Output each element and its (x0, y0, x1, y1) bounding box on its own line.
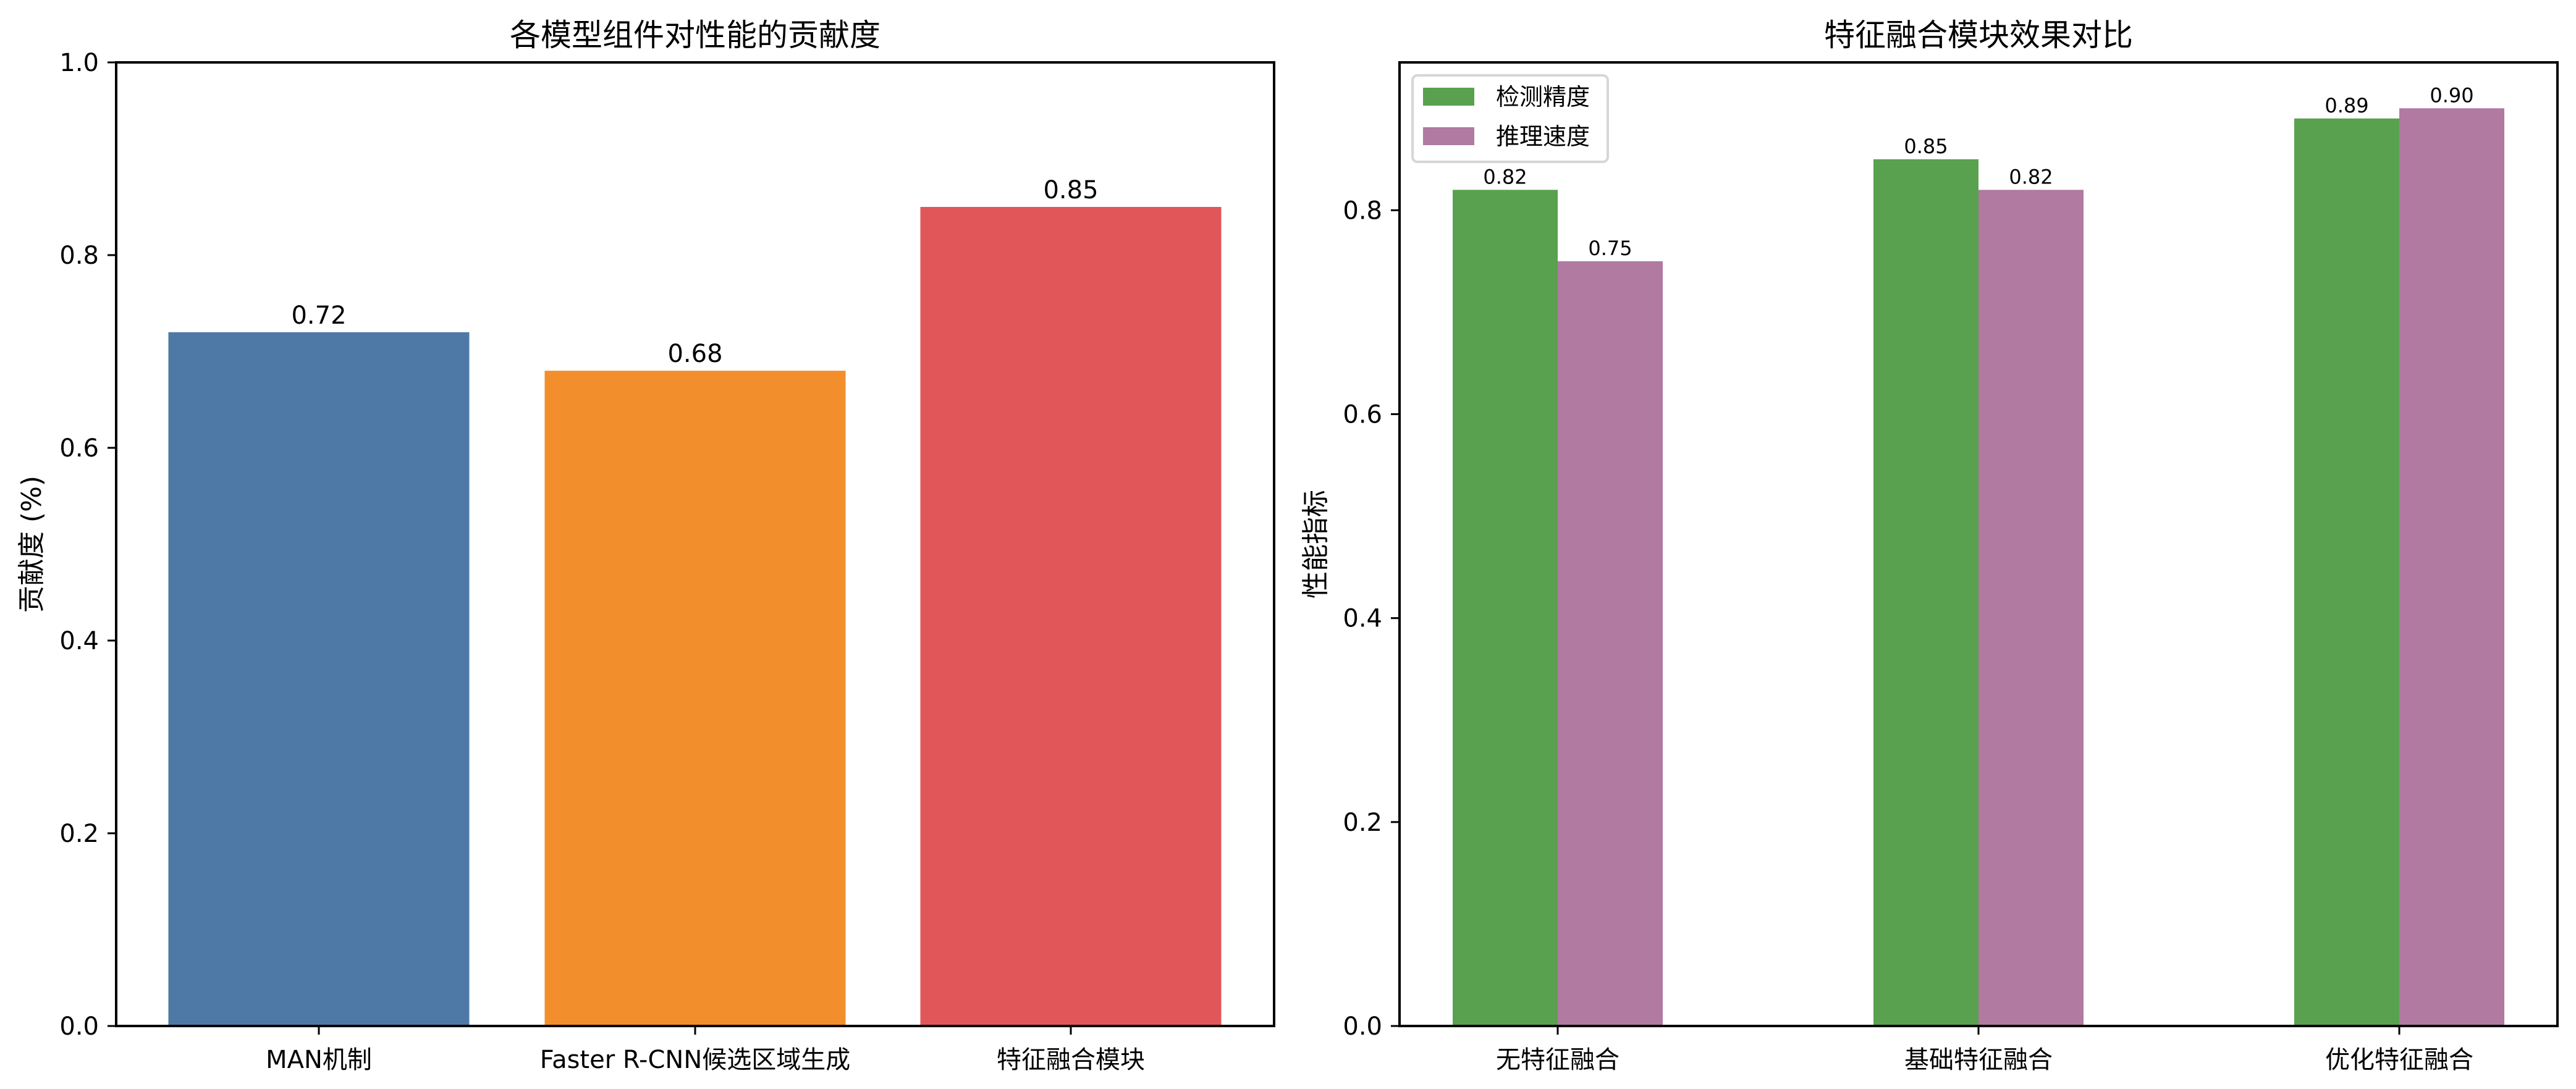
bar (168, 332, 470, 1026)
legend-label-detection-accuracy: 检测精度 (1496, 83, 1590, 111)
x-tick-label: 特征融合模块 (997, 1046, 1145, 1074)
y-tick-label: 0.0 (59, 1012, 99, 1041)
bar-value-label: 0.90 (2430, 83, 2473, 107)
bar-value-label: 0.85 (1043, 176, 1098, 204)
bar-value-label: 0.82 (1483, 165, 1527, 188)
x-tick-label: 基础特征融合 (1904, 1046, 2053, 1074)
bar (1453, 190, 1558, 1026)
bar-value-label: 0.72 (291, 301, 346, 330)
bar (1558, 261, 1663, 1026)
right-chart: 特征融合模块效果对比 0.820.750.850.820.89 0.90 0.00… (1300, 17, 2559, 1074)
left-bars: 0.72 0.68 0.85 (168, 176, 1222, 1027)
legend-swatch-inference-speed (1423, 127, 1474, 145)
left-chart: 各模型组件对性能的贡献度 0.720.680.85 0.00.20.40.60.… (16, 17, 1275, 1074)
bar-value-label: 0.68 (667, 340, 722, 368)
bar (920, 207, 1222, 1026)
bar (1978, 190, 2084, 1026)
bar-value-label: 0.89 (2325, 94, 2368, 117)
y-tick-label: 0.2 (1343, 809, 1382, 837)
legend-swatch-detection-accuracy (1423, 88, 1474, 106)
bar (1873, 159, 1978, 1026)
right-y-axis-label: 性能指标 (1300, 490, 1332, 599)
left-y-axis-label: 贡献度 (%) (16, 476, 48, 613)
left-chart-title: 各模型组件对性能的贡献度 (510, 17, 880, 53)
y-tick-label: 0.0 (1343, 1012, 1382, 1041)
bar-value-label: 0.85 (1904, 135, 1948, 158)
right-legend: 检测精度 推理速度 (1411, 74, 1609, 163)
y-tick-label: 0.6 (59, 434, 99, 463)
y-tick-label: 0.4 (59, 627, 99, 655)
left-y-axis: 0.0 0.2 0.4 0.6 0.8 1.0 (59, 49, 116, 1041)
legend-label-inference-speed: 推理速度 (1496, 123, 1590, 150)
x-tick-label: Faster R-CNN候选区域生成 (540, 1046, 851, 1074)
bar (2294, 118, 2399, 1026)
x-tick-label: 优化特征融合 (2325, 1046, 2473, 1074)
y-tick-label: 0.2 (59, 820, 99, 848)
y-tick-label: 0.6 (1343, 401, 1382, 429)
y-tick-label: 0.4 (1343, 605, 1382, 633)
right-x-axis: 无特征融合 基础特征融合 优化特征融合 (1496, 1026, 2473, 1074)
bar (544, 371, 846, 1027)
right-chart-title: 特征融合模块效果对比 (1824, 17, 2133, 53)
x-tick-label: MAN机制 (266, 1046, 372, 1074)
y-tick-label: 0.8 (59, 242, 99, 270)
x-tick-label: 无特征融合 (1496, 1046, 1620, 1074)
bar (2399, 108, 2504, 1026)
bar-value-label: 0.82 (2009, 165, 2053, 188)
y-tick-label: 0.8 (1343, 196, 1382, 225)
bar-value-label: 0.75 (1588, 237, 1632, 260)
right-bars: 0.82 0.75 0.85 0.82 0.89 0.90 (1453, 83, 2504, 1026)
right-y-axis: 0.0 0.2 0.4 0.6 0.8 (1343, 196, 1400, 1041)
left-x-axis: MAN机制 Faster R-CNN候选区域生成 特征融合模块 (266, 1026, 1145, 1074)
y-tick-label: 1.0 (59, 49, 99, 77)
